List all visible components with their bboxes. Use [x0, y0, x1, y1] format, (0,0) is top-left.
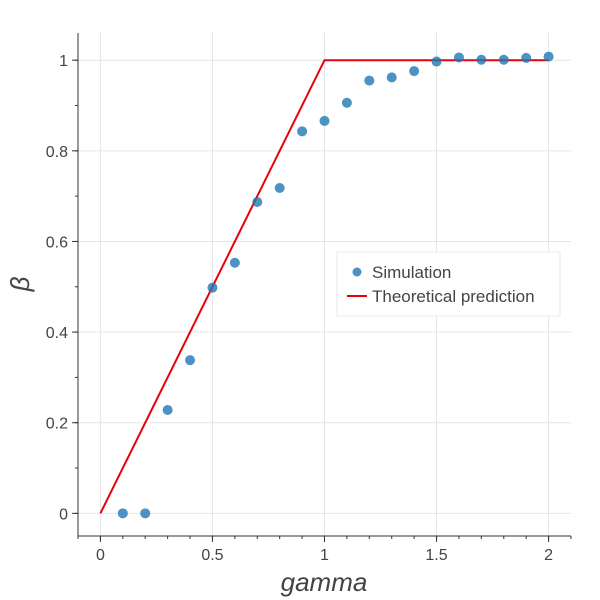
scatter-series-layer — [117, 51, 554, 519]
legend-marker-simulation — [352, 267, 362, 277]
simulation-point — [274, 182, 285, 193]
simulation-point — [386, 72, 397, 83]
simulation-point — [341, 97, 352, 108]
simulation-point — [431, 56, 442, 67]
y-tick-label: 0.4 — [46, 325, 68, 342]
simulation-point — [117, 508, 128, 519]
y-tick-label: 1 — [59, 53, 68, 70]
x-tick-label: 0 — [96, 547, 105, 564]
simulation-point — [207, 282, 218, 293]
legend-box — [336, 251, 561, 317]
simulation-point — [229, 257, 240, 268]
x-tick-label: 1.5 — [425, 547, 447, 564]
tick-labels: 0 0.5 1 1.5 2 0 0.2 0.4 0.6 0.8 1 — [46, 53, 553, 564]
axes — [72, 33, 572, 542]
x-tick-label: 0.5 — [201, 547, 223, 564]
legend-label-theoretical: Theoretical prediction — [372, 287, 535, 306]
simulation-point — [319, 115, 330, 126]
theoretical-prediction-line — [99, 59, 549, 514]
simulation-point — [252, 197, 263, 208]
x-axis-label: gamma — [281, 567, 368, 597]
simulation-point — [476, 54, 487, 65]
simulation-point — [543, 51, 554, 62]
simulation-point — [297, 126, 308, 137]
legend-label-simulation: Simulation — [372, 263, 451, 282]
simulation-point — [162, 405, 173, 416]
simulation-point — [185, 355, 196, 366]
line-series-layer — [99, 59, 549, 514]
x-tick-label: 2 — [544, 547, 553, 564]
simulation-point — [521, 52, 532, 63]
simulation-point — [140, 508, 151, 519]
y-tick-label: 0.8 — [46, 144, 68, 161]
y-axis-label: β — [5, 276, 35, 292]
simulation-point — [453, 52, 464, 63]
simulation-point — [498, 54, 509, 65]
y-tick-label: 0 — [59, 506, 68, 523]
x-tick-label: 1 — [320, 547, 329, 564]
y-tick-label: 0.6 — [46, 234, 68, 251]
y-tick-label: 0.2 — [46, 416, 68, 433]
legend: Simulation Theoretical prediction — [336, 251, 561, 317]
simulation-point — [364, 75, 375, 86]
simulation-point — [409, 66, 420, 77]
